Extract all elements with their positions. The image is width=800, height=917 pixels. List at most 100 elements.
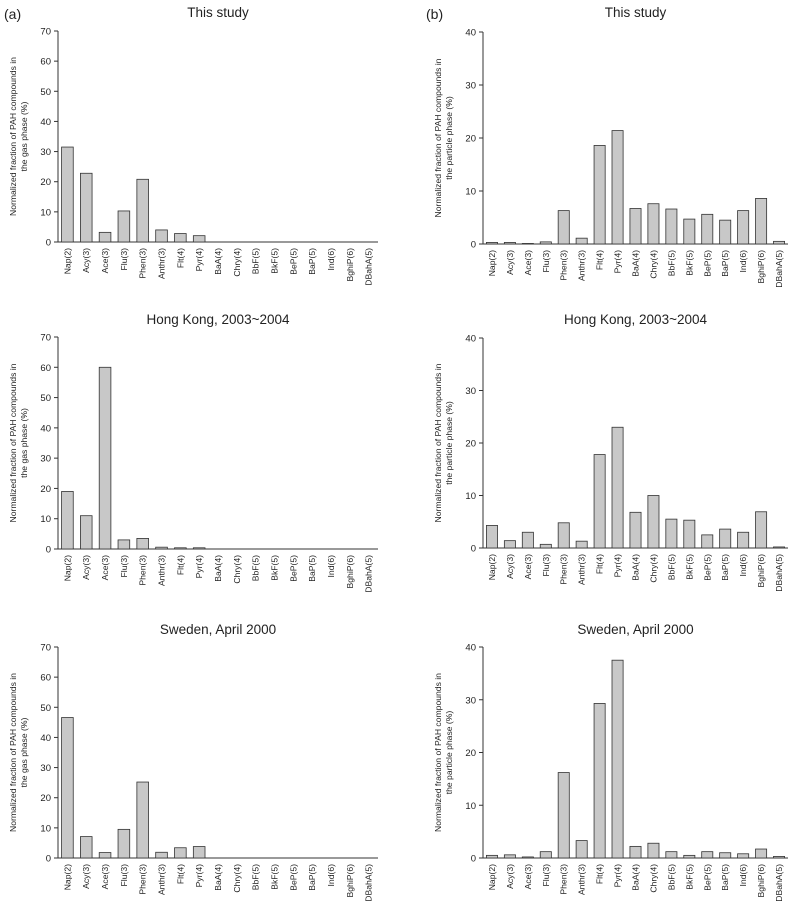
x-tick-label: BbF(5) <box>251 248 261 274</box>
bar-acy3 <box>503 854 516 859</box>
x-tick-label: BeP(5) <box>288 555 298 582</box>
bar-flt4 <box>593 454 606 549</box>
x-tick-label: BghiP(6) <box>756 864 766 898</box>
bar-ace3 <box>521 243 534 245</box>
bar-acy3 <box>80 515 93 550</box>
bar-bap5 <box>719 219 732 245</box>
x-tick-label: BbF(5) <box>251 555 261 581</box>
x-tick-label: BbF(5) <box>251 864 261 890</box>
y-tick-label: 20 <box>465 134 476 145</box>
chart-5: Sweden, April 2000 0 10 20 30 40 50 60 70 Normali… <box>8 622 378 902</box>
x-tick-label: Anthr(3) <box>577 864 587 895</box>
x-tick-label: Ace(3) <box>100 555 110 580</box>
x-tick-label: Acy(3) <box>81 248 91 273</box>
x-tick-label: BaP(5) <box>720 864 730 891</box>
x-tick-label: DBahA(5) <box>364 864 374 902</box>
x-tick-label: Phen(3) <box>559 864 569 895</box>
bar-bkf5 <box>683 854 696 859</box>
bar-phen3 <box>557 522 570 549</box>
x-tick-label: BaP(5) <box>307 248 317 275</box>
bar-chry4 <box>647 842 660 859</box>
bar-flt4 <box>174 847 187 859</box>
y-axis-label: the particle phase (%) <box>444 711 454 795</box>
x-tick-label: BeP(5) <box>288 248 298 275</box>
bar-bbf5 <box>665 851 678 859</box>
bar-flt4 <box>174 547 187 550</box>
bar-dbaha5 <box>773 546 785 549</box>
bar-acy3 <box>80 836 93 859</box>
y-tick-label: 50 <box>40 393 51 404</box>
x-tick-label: Anthr(3) <box>157 248 167 279</box>
y-axis-label: Normalized fraction of PAH compounds in <box>433 58 443 217</box>
x-tick-label: BghiP(6) <box>345 864 355 898</box>
bar-bep5 <box>701 213 714 245</box>
bar-flu3 <box>539 851 552 859</box>
x-tick-label: Chry(4) <box>232 864 242 893</box>
x-tick-label: BkF(5) <box>684 250 694 276</box>
x-tick-label: Nap(2) <box>487 554 497 580</box>
y-axis-label: Normalized fraction of PAH compounds in <box>8 57 18 216</box>
x-tick-label: Pyr(4) <box>194 248 204 272</box>
x-tick-label: Pyr(4) <box>613 554 623 578</box>
x-tick-label: Acy(3) <box>505 554 515 579</box>
x-tick-label: BaA(4) <box>631 250 641 277</box>
bar-phen3 <box>136 538 149 550</box>
x-tick-label: Ind(6) <box>738 554 748 577</box>
x-tick-label: Ace(3) <box>523 554 533 579</box>
y-tick-label: 40 <box>40 117 51 128</box>
bar-anthr3 <box>155 851 168 859</box>
bar-flu3 <box>117 539 131 550</box>
y-tick-label: 40 <box>40 733 51 744</box>
y-tick-label: 30 <box>40 763 51 774</box>
x-tick-label: Nap(2) <box>62 555 72 581</box>
bar-bbf5 <box>665 518 678 549</box>
y-tick-label: 20 <box>40 484 51 495</box>
y-tick-label: 50 <box>40 87 51 98</box>
x-tick-label: Pyr(4) <box>194 555 204 579</box>
x-tick-label: Pyr(4) <box>613 864 623 888</box>
x-tick-label: BbF(5) <box>666 864 676 890</box>
x-tick-label: Flt(4) <box>175 555 185 575</box>
bar-bep5 <box>701 851 714 859</box>
chart-1: This study 0 10 20 30 40 50 60 70 Normalized frac… <box>8 5 378 286</box>
x-tick-label: BeP(5) <box>702 554 712 581</box>
y-tick-label: 10 <box>40 514 51 525</box>
x-tick-label: Chry(4) <box>648 864 658 893</box>
bar-bbf5 <box>665 208 678 245</box>
y-tick-label: 30 <box>465 81 476 92</box>
x-tick-label: Ind(6) <box>326 864 336 887</box>
y-tick-label: 60 <box>40 363 51 374</box>
y-tick-label: 40 <box>465 28 476 39</box>
y-axis-label: Normalized fraction of PAH compounds in <box>8 363 18 522</box>
x-tick-label: BaA(4) <box>631 554 641 581</box>
x-tick-label: Ace(3) <box>523 250 533 275</box>
y-tick-label: 0 <box>471 544 476 555</box>
bar-nap2 <box>61 146 74 243</box>
y-axis-label: the particle phase (%) <box>444 96 454 180</box>
bar-ind6 <box>737 853 750 859</box>
x-tick-label: Chry(4) <box>648 250 658 279</box>
bar-chry4 <box>647 495 660 549</box>
bar-nap2 <box>486 242 498 245</box>
x-tick-label: DBahA(5) <box>774 554 784 592</box>
bar-pyr4 <box>611 426 624 549</box>
x-tick-label: BeP(5) <box>702 864 712 891</box>
x-tick-label: Flt(4) <box>175 864 185 884</box>
y-tick-label: 70 <box>40 643 51 654</box>
x-tick-label: BkF(5) <box>684 554 694 580</box>
x-tick-label: Phen(3) <box>559 250 569 281</box>
panel-label-a: (a) <box>4 6 21 22</box>
bar-flu3 <box>117 210 131 243</box>
x-tick-label: Nap(2) <box>62 248 72 274</box>
x-tick-label: Phen(3) <box>559 554 569 585</box>
bar-bap5 <box>719 852 732 859</box>
bar-bghip6 <box>755 848 768 859</box>
bar-ace3 <box>98 231 112 243</box>
chart-title: Sweden, April 2000 <box>160 622 276 637</box>
x-tick-label: Ace(3) <box>523 864 533 889</box>
y-tick-label: 30 <box>40 147 51 158</box>
bar-ace3 <box>521 856 534 859</box>
bar-ind6 <box>737 210 750 245</box>
bar-anthr3 <box>155 229 168 243</box>
